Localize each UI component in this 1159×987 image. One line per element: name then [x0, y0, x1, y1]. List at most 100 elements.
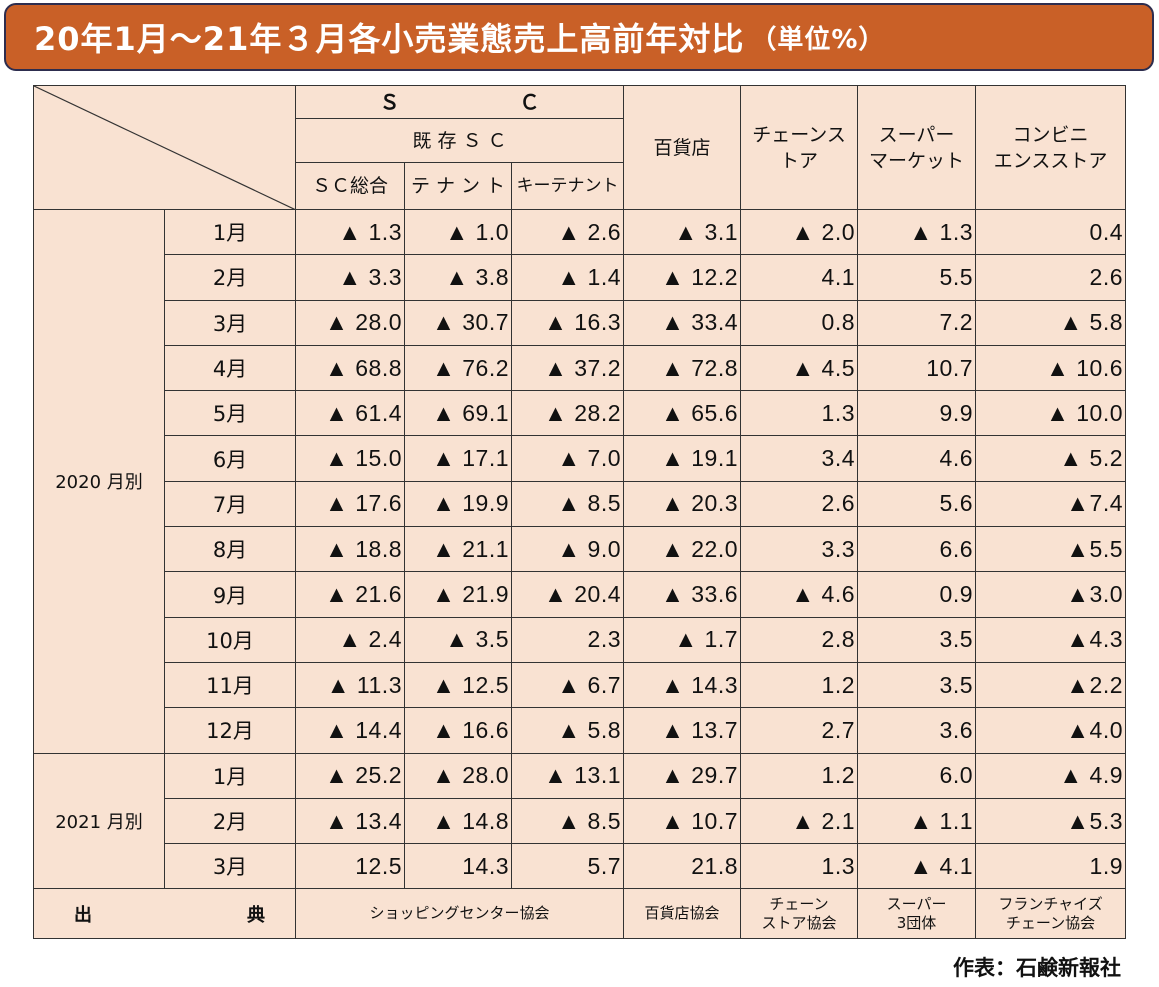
- value-cell: ▲ 21.9: [404, 571, 512, 618]
- value-cell: ▲ 1.4: [510, 254, 625, 301]
- value-cell: ▲ 28.2: [510, 390, 625, 437]
- value-cell: ▲ 33.6: [623, 571, 742, 618]
- value-cell: ▲ 6.7: [510, 661, 625, 709]
- value-cell: 21.8: [623, 843, 742, 890]
- value-cell: 2.3: [510, 616, 625, 663]
- month-label: 6月: [164, 435, 296, 482]
- month-label: 3月: [164, 843, 296, 890]
- value-cell: ▲ 29.7: [623, 752, 742, 799]
- month-label: 7月: [164, 480, 296, 528]
- value-cell: ▲ 15.0: [295, 435, 405, 482]
- value-cell: ▲ 9.0: [510, 526, 625, 573]
- value-cell: ▲ 20.3: [623, 480, 742, 528]
- month-label: 2月: [164, 254, 296, 301]
- header-department-store: 百貨店: [623, 85, 742, 210]
- value-cell: ▲ 1.0: [404, 208, 512, 256]
- year-group-label: 2021 月別: [33, 752, 165, 890]
- value-cell: ▲ 2.1: [740, 797, 859, 845]
- table-row: 8月 ▲ 18.8 ▲ 21.1 ▲ 9.0 ▲ 22.0 3.3 6.6 ▲5.5: [34, 526, 1127, 573]
- month-label: 1月: [164, 208, 296, 256]
- value-cell: ▲ 37.2: [510, 344, 625, 392]
- value-cell: ▲ 21.1: [404, 526, 512, 573]
- value-cell: ▲ 10.7: [623, 797, 742, 845]
- month-label: 9月: [164, 571, 296, 618]
- value-cell: ▲ 14.4: [295, 707, 405, 754]
- value-cell: 1.2: [740, 752, 859, 799]
- month-label: 12月: [164, 707, 296, 754]
- value-cell: 2.6: [740, 480, 859, 528]
- month-label: 8月: [164, 526, 296, 573]
- value-cell: ▲ 1.1: [857, 797, 977, 845]
- header-tenant: テ ナ ン ト: [404, 162, 512, 210]
- value-cell: ▲5.3: [975, 797, 1127, 845]
- value-cell: 1.3: [740, 843, 859, 890]
- value-cell: ▲ 3.1: [623, 208, 742, 256]
- value-cell: ▲ 30.7: [404, 299, 512, 346]
- value-cell: 6.0: [857, 752, 977, 799]
- value-cell: ▲ 3.3: [295, 254, 405, 301]
- value-cell: 2.6: [975, 254, 1127, 301]
- value-cell: ▲ 4.6: [740, 571, 859, 618]
- month-label: 10月: [164, 616, 296, 663]
- value-cell: ▲ 4.5: [740, 344, 859, 392]
- header-chain-store: チェーンス トア: [740, 85, 859, 210]
- source-sc: ショッピングセンター協会: [294, 888, 625, 940]
- value-cell: 0.4: [975, 208, 1127, 256]
- value-cell: 7.2: [857, 299, 977, 346]
- value-cell: ▲5.5: [975, 526, 1127, 573]
- value-cell: 5.6: [857, 480, 977, 528]
- value-cell: ▲ 21.6: [295, 571, 405, 618]
- value-cell: 1.2: [740, 661, 859, 709]
- title-unit: （単位%）: [750, 24, 886, 55]
- value-cell: ▲ 33.4: [623, 299, 742, 346]
- value-cell: ▲ 19.9: [404, 480, 512, 528]
- value-cell: ▲ 5.8: [975, 299, 1127, 346]
- value-cell: ▲2.2: [975, 661, 1127, 709]
- value-cell: 2.7: [740, 707, 859, 754]
- table-row: 12月 ▲ 14.4 ▲ 16.6 ▲ 5.8 ▲ 13.7 2.7 3.6 ▲4.0: [34, 707, 1127, 754]
- header-sc-total: ＳＣ総合: [295, 162, 405, 210]
- value-cell: ▲ 13.1: [510, 752, 625, 799]
- table-row: 2月 ▲ 13.4 ▲ 14.8 ▲ 8.5 ▲ 10.7 ▲ 2.1 ▲ 1.1 ▲5.3: [34, 797, 1127, 845]
- month-label: 11月: [164, 661, 296, 709]
- value-cell: 3.4: [740, 435, 859, 482]
- value-cell: ▲ 5.2: [975, 435, 1127, 482]
- month-label: 2月: [164, 797, 296, 845]
- table-row: 4月 ▲ 68.8 ▲ 76.2 ▲ 37.2 ▲ 72.8 ▲ 4.5 10.7 ▲ 10.…: [34, 344, 1127, 392]
- value-cell: ▲ 4.9: [975, 752, 1127, 799]
- value-cell: 14.3: [404, 843, 512, 890]
- value-cell: ▲ 17.6: [295, 480, 405, 528]
- value-cell: 5.5: [857, 254, 977, 301]
- value-cell: 2.8: [740, 616, 859, 663]
- value-cell: ▲ 10.6: [975, 344, 1127, 392]
- value-cell: 0.9: [857, 571, 977, 618]
- value-cell: 3.3: [740, 526, 859, 573]
- value-cell: ▲ 72.8: [623, 344, 742, 392]
- value-cell: ▲ 2.6: [510, 208, 625, 256]
- value-cell: 3.5: [857, 661, 977, 709]
- value-cell: ▲ 76.2: [404, 344, 512, 392]
- table-row: 3月 ▲ 28.0 ▲ 30.7 ▲ 16.3 ▲ 33.4 0.8 7.2 ▲ 5.8: [34, 299, 1127, 346]
- value-cell: ▲ 12.2: [623, 254, 742, 301]
- value-cell: ▲ 14.3: [623, 661, 742, 709]
- value-cell: ▲ 8.5: [510, 480, 625, 528]
- value-cell: ▲4.0: [975, 707, 1127, 754]
- header-existing-sc: 既 存 Ｓ Ｃ: [294, 118, 625, 163]
- value-cell: ▲ 16.3: [510, 299, 625, 346]
- value-cell: ▲ 10.0: [975, 390, 1127, 437]
- value-cell: ▲ 17.1: [404, 435, 512, 482]
- value-cell: ▲ 61.4: [295, 390, 405, 437]
- value-cell: ▲ 11.3: [295, 661, 405, 709]
- value-cell: 4.6: [857, 435, 977, 482]
- value-cell: ▲ 1.3: [857, 208, 977, 256]
- value-cell: ▲ 65.6: [623, 390, 742, 437]
- month-label: 1月: [164, 752, 296, 799]
- value-cell: 6.6: [857, 526, 977, 573]
- value-cell: ▲3.0: [975, 571, 1127, 618]
- value-cell: ▲ 13.7: [623, 707, 742, 754]
- page-title: 20年1月～21年３月各小売業態売上高前年対比: [34, 20, 745, 58]
- value-cell: ▲ 68.8: [295, 344, 405, 392]
- source-department-store: 百貨店協会: [623, 888, 742, 940]
- value-cell: 0.8: [740, 299, 859, 346]
- header-supermarket: スーパー マーケット: [857, 85, 977, 210]
